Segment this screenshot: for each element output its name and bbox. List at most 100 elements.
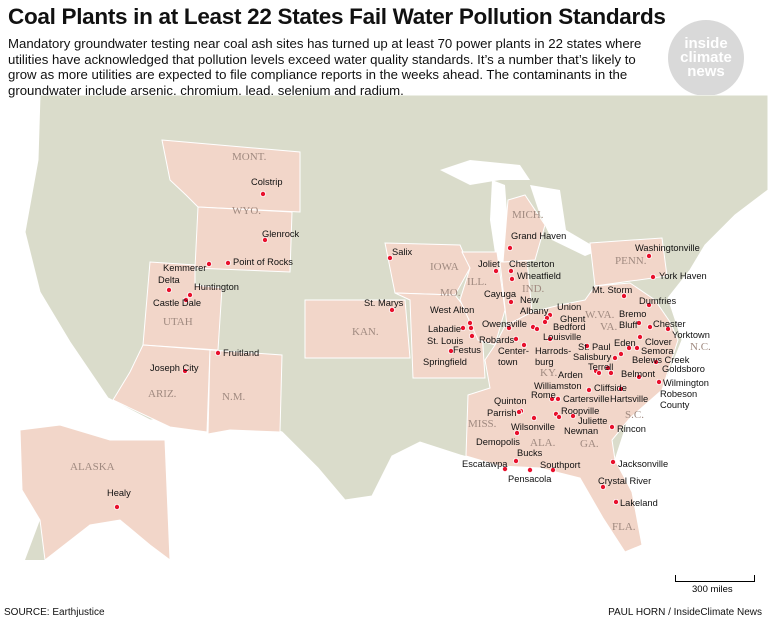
- plant-dot: [507, 267, 514, 274]
- state-label: S.C.: [625, 409, 644, 421]
- lake-michigan: [490, 180, 508, 262]
- plant-dot: [626, 344, 633, 351]
- page-title: Coal Plants in at Least 22 States Fail W…: [8, 4, 666, 29]
- state-label: UTAH: [163, 316, 193, 328]
- plant-dot: [608, 369, 615, 376]
- state-label: PENN.: [615, 255, 647, 267]
- state-label: ARIZ.: [148, 388, 177, 400]
- plant-dot: [656, 378, 663, 385]
- plant-dot: [636, 319, 643, 326]
- plant-dot: [618, 350, 625, 357]
- plant-dot: [665, 325, 672, 332]
- plant-dot: [513, 457, 520, 464]
- plant-dot: [514, 429, 521, 436]
- state-label: N.M.: [222, 391, 245, 403]
- plant-dot: [646, 252, 653, 259]
- credit: PAUL HORN / InsideClimate News: [608, 607, 762, 618]
- plant-dot: [114, 503, 121, 510]
- logo-line1: inside: [684, 35, 728, 52]
- plant-dot: [531, 414, 538, 421]
- plant-dot: [542, 318, 549, 325]
- plant-dot: [466, 319, 473, 326]
- state-label: MISS.: [468, 418, 497, 430]
- plant-dot: [521, 341, 528, 348]
- plant-dot: [165, 286, 172, 293]
- plant-dot: [613, 498, 620, 505]
- plant-dot: [650, 273, 657, 280]
- state-label: MO.: [440, 287, 461, 299]
- plant-dot: [570, 412, 577, 419]
- plant-dot: [507, 298, 514, 305]
- state-label: KY.: [540, 367, 557, 379]
- state-label: KAN.: [352, 326, 379, 338]
- state-kansas: [304, 299, 411, 359]
- state-alaska: [19, 424, 171, 562]
- plant-dot: [467, 324, 474, 331]
- state-new-mexico: [207, 349, 283, 435]
- plant-dot: [388, 306, 395, 313]
- state-label: ALASKA: [70, 461, 115, 473]
- plant-dot: [547, 335, 554, 342]
- plant-dot: [508, 275, 515, 282]
- scale-label: 300 miles: [692, 584, 733, 595]
- state-label: IOWA: [430, 261, 459, 273]
- lake-huron-erie: [530, 185, 600, 256]
- plant-dot: [506, 244, 513, 251]
- plant-dot: [447, 347, 454, 354]
- plant-dot: [646, 301, 653, 308]
- plant-dot: [584, 342, 591, 349]
- plant-dot: [261, 236, 268, 243]
- plant-dot: [492, 267, 499, 274]
- state-label: VA.: [600, 321, 617, 333]
- logo-line3: news: [687, 63, 725, 80]
- plant-dot: [181, 367, 188, 374]
- state-iowa: [384, 242, 471, 296]
- plant-dot: [555, 395, 562, 402]
- state-pennsylvania: [589, 237, 668, 287]
- power-plants: [114, 190, 672, 510]
- plant-dot: [527, 466, 534, 473]
- plant-dot: [596, 369, 603, 376]
- state-label: MONT.: [232, 151, 267, 163]
- plant-dot: [501, 465, 508, 472]
- logo-line2: climate: [680, 49, 732, 66]
- plant-dot: [586, 386, 593, 393]
- state-label: ILL.: [467, 276, 487, 288]
- state-missouri: [394, 292, 486, 379]
- state-wyoming: [194, 206, 293, 273]
- plant-dot: [556, 413, 563, 420]
- state-label: MICH.: [512, 209, 544, 221]
- plant-dot: [636, 373, 643, 380]
- plant-dot: [513, 335, 520, 342]
- state-michigan: [502, 194, 546, 263]
- state-label: WYO.: [232, 205, 261, 217]
- plant-dot: [550, 466, 557, 473]
- scale-bar: [675, 575, 755, 582]
- plant-dot: [610, 458, 617, 465]
- plant-dot: [634, 344, 641, 351]
- us-map: MONT. WYO. UTAH ARIZ. N.M. ALASKA IOWA KAN. MO. I…: [19, 95, 768, 562]
- plant-dot: [214, 349, 221, 356]
- state-label: IND.: [522, 283, 545, 295]
- insideclimate-logo: inside climate news: [668, 20, 744, 96]
- source-note: SOURCE: Earthjustice: [4, 607, 105, 618]
- plant-dot: [459, 324, 466, 331]
- plant-dot: [205, 260, 212, 267]
- plant-dot: [182, 296, 189, 303]
- plant-dot: [534, 325, 541, 332]
- state-label: ALA.: [530, 437, 556, 449]
- state-label: GA.: [580, 438, 599, 450]
- plant-dot: [549, 395, 556, 402]
- plant-dot: [600, 483, 607, 490]
- plant-dot: [618, 385, 625, 392]
- plant-dot: [516, 408, 523, 415]
- plant-dot: [653, 358, 660, 365]
- plant-dot: [621, 292, 628, 299]
- lake-superior: [440, 160, 530, 185]
- plant-dot: [605, 364, 612, 371]
- plant-dot: [224, 259, 231, 266]
- plant-dot: [186, 291, 193, 298]
- plant-dot: [386, 254, 393, 261]
- plant-dot: [609, 423, 616, 430]
- state-labels: MONT. WYO. UTAH ARIZ. N.M. ALASKA IOWA KAN. MO. I…: [70, 151, 711, 533]
